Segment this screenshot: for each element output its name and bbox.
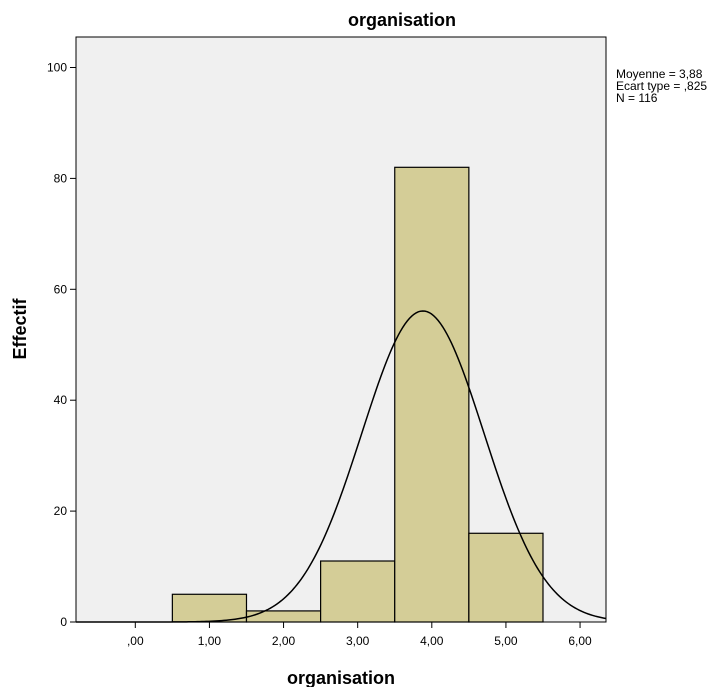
y-tick-label: 20 (54, 504, 68, 518)
histogram-bar (394, 166, 470, 623)
stats-box: Moyenne = 3,88 Ecart type = ,825 N = 116 (616, 68, 707, 104)
histogram-bar (171, 593, 248, 623)
x-tick-label: 2,00 (272, 634, 296, 648)
chart-title: organisation (348, 10, 456, 30)
x-tick-label: 1,00 (198, 634, 222, 648)
y-axis-label: Effectif (10, 297, 30, 359)
histogram-bar (468, 532, 544, 623)
stat-mean: Moyenne = 3,88 (616, 67, 703, 81)
normal-curve (76, 310, 607, 623)
y-tick-label: 80 (54, 171, 68, 185)
stat-std: Ecart type = ,825 (616, 79, 708, 93)
x-tick-label: 3,00 (346, 634, 370, 648)
plot-area (75, 36, 607, 623)
x-tick-label: ,00 (127, 634, 144, 648)
bars-layer (171, 166, 544, 623)
histogram-bar (245, 610, 322, 623)
y-tick-label: 0 (60, 615, 67, 629)
x-tick-label: 5,00 (494, 634, 518, 648)
x-tick-label: 6,00 (568, 634, 592, 648)
histogram-bar (320, 560, 396, 623)
x-tick-label: 4,00 (420, 634, 444, 648)
y-axis: 0 20 40 60 80 100 (47, 60, 76, 629)
stat-n: N = 116 (616, 91, 658, 105)
x-axis-label: organisation (287, 668, 395, 687)
y-tick-label: 100 (47, 60, 67, 74)
y-tick-label: 40 (54, 393, 68, 407)
x-axis: ,00 1,00 2,00 3,00 4,00 5,00 6,00 (127, 622, 592, 648)
y-tick-label: 60 (54, 282, 68, 296)
